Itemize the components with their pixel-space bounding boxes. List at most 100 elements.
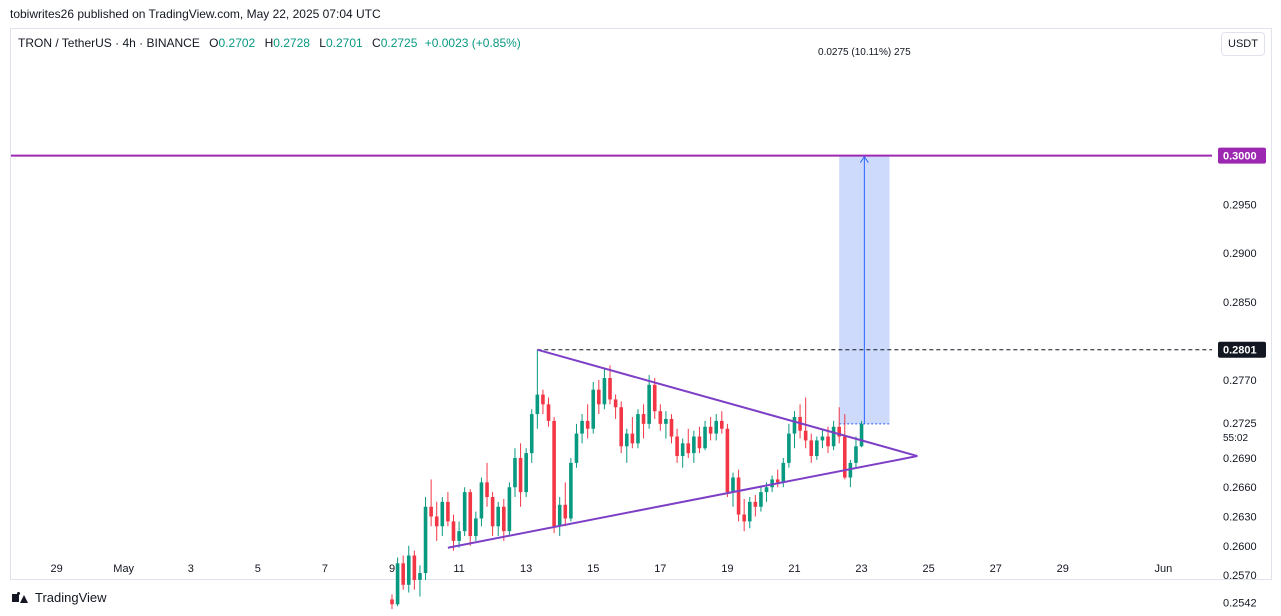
- candle: [479, 477, 484, 527]
- x-tick-label: 29: [50, 563, 62, 575]
- y-tick-label: 0.2690: [1223, 453, 1257, 465]
- last-price-label: 0.2725: [1223, 418, 1257, 430]
- candle-body: [725, 428, 730, 493]
- candle-body: [546, 404, 551, 421]
- candle-body: [641, 414, 646, 424]
- candle: [434, 501, 439, 541]
- candle-body: [630, 433, 635, 444]
- x-tick-label: 13: [520, 563, 532, 575]
- candle-body: [502, 506, 506, 532]
- candle-body: [569, 462, 573, 519]
- level-price-tag: 0.2801: [1223, 345, 1257, 357]
- candle-body: [647, 384, 651, 424]
- candle-body: [585, 420, 590, 429]
- candle: [474, 511, 478, 541]
- candle: [524, 448, 528, 497]
- open-label: O: [209, 36, 219, 50]
- candle: [747, 496, 752, 529]
- candle-body: [597, 389, 601, 405]
- candle-body: [429, 506, 433, 517]
- close-value: 0.2725: [380, 36, 418, 50]
- y-tick-label: 0.2950: [1223, 199, 1257, 211]
- candle: [496, 501, 501, 537]
- candle: [753, 495, 758, 517]
- candle: [401, 555, 405, 590]
- candle: [569, 457, 573, 522]
- candle: [680, 438, 685, 468]
- candle-body: [574, 433, 579, 463]
- candle-body: [842, 436, 847, 478]
- x-tick-label: 25: [923, 563, 935, 575]
- candle: [390, 594, 394, 610]
- bar-countdown-label: 55:02: [1223, 433, 1248, 444]
- y-tick-label: 0.2900: [1223, 248, 1257, 260]
- candle: [468, 489, 473, 546]
- symbol-name[interactable]: TRON / TetherUS · 4h · BINANCE: [18, 36, 200, 50]
- candle-body: [675, 436, 679, 457]
- candle: [440, 496, 445, 537]
- candle: [720, 411, 724, 434]
- candle: [423, 496, 428, 580]
- candle-body: [468, 492, 473, 537]
- level-price-tag-bg: [1218, 341, 1266, 358]
- chart-frame: [10, 28, 1272, 580]
- candle-body: [395, 563, 400, 605]
- candle: [395, 557, 400, 607]
- candle-body: [602, 377, 607, 405]
- candle: [775, 469, 780, 488]
- candle: [446, 492, 450, 527]
- y-tick-label: 0.2600: [1223, 541, 1257, 553]
- candle: [647, 375, 651, 429]
- symbol-legend: TRON / TetherUS · 4h · BINANCE O0.2702 H…: [18, 36, 521, 50]
- candle-body: [848, 462, 853, 478]
- candle: [641, 404, 646, 439]
- x-tick-label: 5: [255, 563, 261, 575]
- candle-body: [591, 389, 596, 429]
- candle: [798, 404, 802, 439]
- candle-body: [524, 453, 528, 493]
- level-price-tag-bg: [1218, 147, 1266, 164]
- y-tick-label: 0.2630: [1223, 512, 1257, 524]
- candle: [652, 377, 657, 419]
- candle: [787, 423, 791, 468]
- currency-button[interactable]: USDT: [1221, 32, 1265, 56]
- candle-body: [708, 426, 713, 434]
- open-value: 0.2702: [218, 36, 256, 50]
- high-value: 0.2728: [273, 36, 310, 50]
- candle: [731, 472, 735, 507]
- candle-body: [490, 496, 495, 527]
- candle: [809, 433, 814, 463]
- candle-body: [552, 420, 556, 527]
- x-tick-label: 3: [188, 563, 194, 575]
- candle: [848, 459, 853, 488]
- candle: [669, 414, 674, 444]
- low-label: L: [319, 36, 326, 50]
- candle: [703, 420, 707, 451]
- candle: [457, 521, 461, 548]
- candle-body: [390, 599, 394, 605]
- candle: [541, 389, 545, 415]
- candle-body: [792, 417, 797, 434]
- candle-body: [507, 487, 512, 532]
- candle: [429, 479, 433, 527]
- tradingview-logo-icon: [12, 591, 30, 604]
- candle-body: [820, 436, 825, 441]
- candle: [815, 436, 819, 460]
- x-tick-label: 15: [587, 563, 599, 575]
- candle-body: [664, 418, 668, 424]
- candle: [574, 423, 579, 468]
- candle: [406, 545, 411, 593]
- high-label: H: [264, 36, 274, 50]
- candle-body: [837, 426, 841, 437]
- candle-body: [720, 420, 724, 429]
- candle: [714, 414, 719, 441]
- y-tick-label: 0.2660: [1223, 482, 1257, 494]
- footer-brand: TradingView: [12, 590, 107, 605]
- candle-body: [418, 573, 422, 580]
- candle: [535, 349, 540, 429]
- candle: [529, 409, 534, 463]
- candle: [686, 428, 691, 458]
- candle: [613, 394, 618, 419]
- candle: [490, 492, 495, 537]
